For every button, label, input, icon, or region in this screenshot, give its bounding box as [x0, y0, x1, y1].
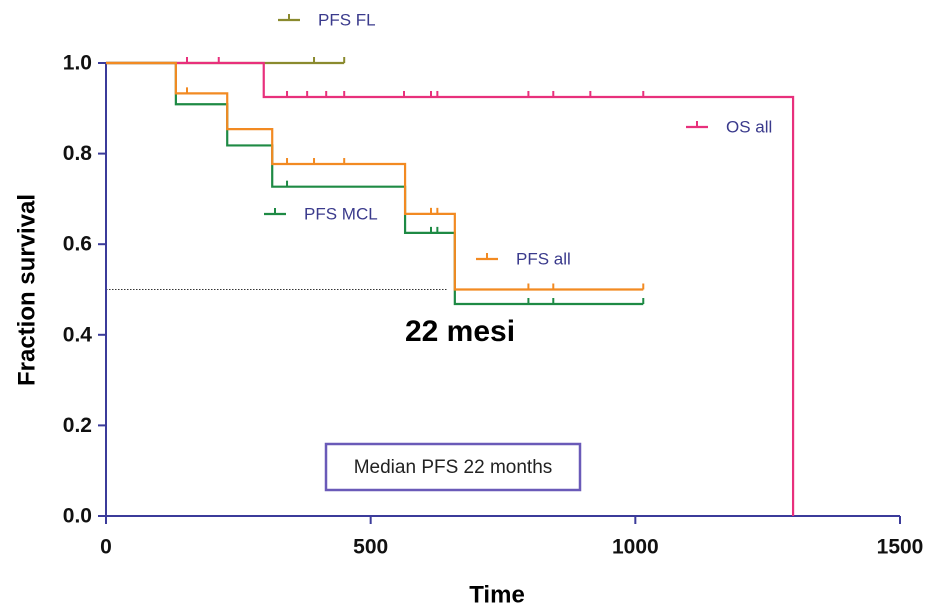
- legend-label: PFS FL: [318, 10, 376, 29]
- x-tick-label: 1000: [612, 536, 659, 559]
- legend-label: OS all: [726, 117, 772, 136]
- y-tick-label: 1.0: [63, 52, 92, 75]
- annotation: Median PFS 22 months: [354, 457, 553, 478]
- x-axis-label: Time: [469, 581, 525, 608]
- x-tick-label: 500: [353, 536, 388, 559]
- legend-label: PFS all: [516, 249, 571, 268]
- survival-line: [106, 61, 795, 516]
- annotation-box: [324, 442, 582, 492]
- y-tick-label: 0.6: [63, 233, 92, 256]
- annotation: 22 mesi: [405, 315, 515, 348]
- x-tick-label: 1500: [877, 536, 924, 559]
- y-tick-label: 0.2: [63, 414, 92, 437]
- y-tick-label: 0.0: [63, 505, 92, 528]
- legend-label: PFS MCL: [304, 204, 378, 223]
- y-tick-label: 0.4: [63, 323, 93, 346]
- x-tick-label: 0: [100, 536, 112, 559]
- y-tick-label: 0.8: [63, 142, 93, 165]
- survival-line: [106, 61, 644, 291]
- y-axis-label: Fraction survival: [13, 194, 40, 386]
